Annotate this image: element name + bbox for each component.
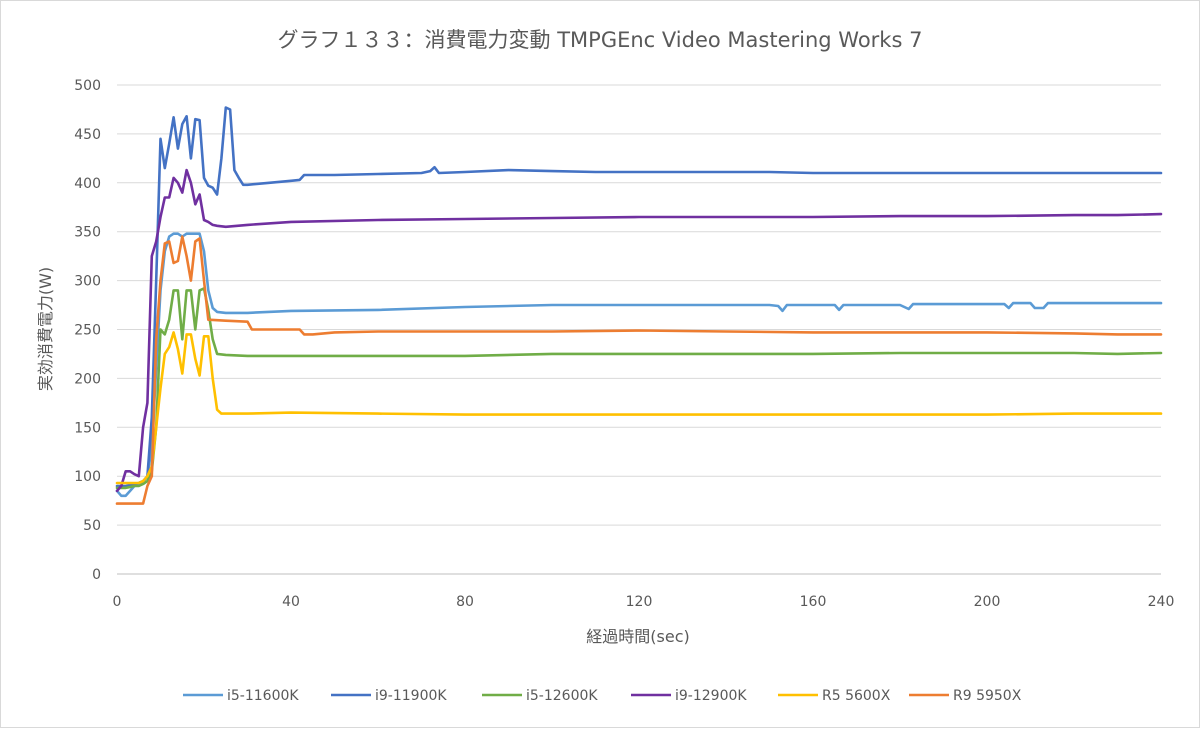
x-tick-label: 0 (113, 594, 122, 610)
series-line-i5-12600k (115, 287, 1163, 490)
y-axis-title: 実効消費電力(W) (36, 267, 55, 391)
y-tick-label: 100 (74, 469, 101, 485)
series-line-i5-11600k (115, 232, 1163, 498)
x-tick-label: 80 (456, 594, 474, 610)
legend-label: i9-12900K (675, 688, 747, 704)
legend-label: R5 5600X (822, 688, 891, 704)
chart-title: グラフ１３３：消費電力変動 TMPGEnc Video Mastering Wo… (278, 28, 923, 52)
series-line-r9-5950x (115, 235, 1163, 505)
x-tick-label: 40 (282, 594, 300, 610)
y-axis-ticks: 0 50 100 150 200 250 300 350 400 450 500 (74, 78, 101, 583)
series-line-r5-5600x (115, 331, 1163, 485)
x-tick-label: 200 (974, 594, 1001, 610)
y-tick-label: 350 (74, 225, 101, 241)
legend: i5-11600K i9-11900K i5-12600K i9-12900K R5 5… (183, 688, 1022, 704)
legend-label: i5-11600K (227, 688, 299, 704)
series-lines (115, 106, 1163, 505)
y-tick-label: 450 (74, 127, 101, 143)
x-tick-label: 160 (800, 594, 827, 610)
y-tick-label: 150 (74, 420, 101, 436)
y-tick-label: 50 (83, 518, 101, 534)
x-tick-label: 120 (626, 594, 653, 610)
x-tick-label: 240 (1148, 594, 1175, 610)
series-line-i9-12900k (115, 168, 1163, 493)
legend-label: i5-12600K (526, 688, 598, 704)
legend-label: R9 5950X (953, 688, 1022, 704)
x-axis-ticks: 0 40 80 120 160 200 240 (113, 594, 1175, 610)
legend-label: i9-11900K (375, 688, 447, 704)
x-axis-title: 経過時間(sec) (586, 627, 689, 646)
y-tick-label: 500 (74, 78, 101, 94)
y-tick-label: 400 (74, 176, 101, 192)
y-tick-label: 200 (74, 371, 101, 387)
y-tick-label: 0 (92, 567, 101, 583)
series-line-i9-11900k (115, 106, 1163, 488)
y-tick-label: 250 (74, 323, 101, 339)
y-tick-label: 300 (74, 274, 101, 290)
